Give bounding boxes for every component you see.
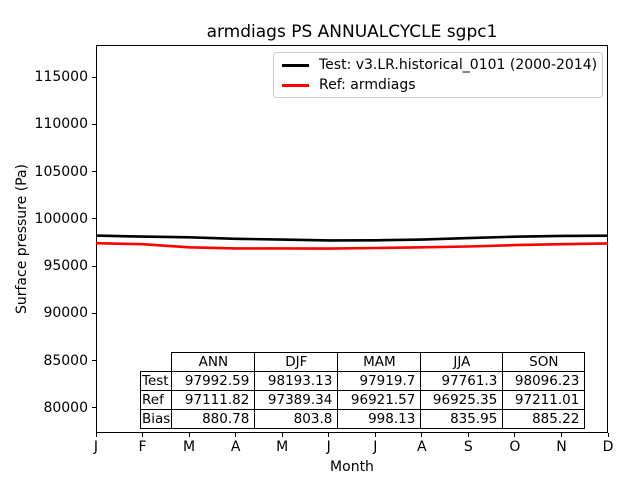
table-cell-value: 97111.82 (171, 390, 256, 410)
test-line-sample (282, 63, 309, 67)
table-cell-value: 998.13 (337, 409, 422, 429)
y-tick-mark (92, 265, 96, 267)
legend-label-test: Test: v3.LR.historical_0101 (2000-2014) (319, 57, 598, 73)
y-tick-mark (92, 123, 96, 125)
y-tick-mark (92, 312, 96, 314)
table-column-header: MAM (337, 352, 422, 372)
table-cell-value: 98193.13 (254, 371, 339, 391)
chart-title: armdiags PS ANNUALCYCLE sgpc1 (206, 22, 498, 42)
x-tick-label: M (183, 439, 196, 455)
legend-item-test: Test: v3.LR.historical_0101 (2000-2014) (282, 55, 598, 75)
table-row-label: Test (139, 371, 173, 391)
x-tick-mark (421, 433, 423, 437)
table-row: Test 97992.59 98193.13 97919.7 97761.3 98096.… (139, 371, 586, 391)
table-corner-empty (141, 353, 172, 372)
table-cell-value: 96921.57 (337, 390, 422, 410)
x-tick-mark (607, 433, 609, 437)
table-cell-value: 880.78 (171, 409, 256, 429)
y-axis-label: Surface pressure (Pa) (14, 163, 30, 315)
y-tick-mark (92, 407, 96, 409)
x-tick-mark (514, 433, 516, 437)
table-row-label: Ref (139, 390, 173, 410)
y-tick-label: 105000 (34, 163, 88, 180)
y-tick-mark (92, 76, 96, 78)
x-tick-label: J (373, 439, 378, 455)
stats-table: ANN DJF MAM JJA SON Test 97992.59 98193.13 97919… (139, 352, 586, 429)
y-tick-mark (92, 218, 96, 220)
y-tick-label: 115000 (34, 69, 88, 86)
x-tick-mark (95, 433, 97, 437)
x-tick-mark (142, 433, 144, 437)
series-line-1 (96, 241, 608, 250)
legend-label-ref: Ref: armdiags (319, 77, 416, 93)
y-tick-label: 80000 (43, 399, 88, 416)
table-row-label: Bias (139, 409, 173, 429)
y-tick-mark (92, 171, 96, 173)
x-tick-mark (328, 433, 330, 437)
y-tick-label: 110000 (34, 116, 88, 133)
x-axis-label: Month (330, 459, 374, 475)
plot-lines (96, 234, 608, 250)
table-cell-value: 803.8 (254, 409, 339, 429)
x-tick-label: J (326, 439, 331, 455)
table-cell-value: 97992.59 (171, 371, 256, 391)
x-tick-mark (235, 433, 237, 437)
y-tick-mark (92, 360, 96, 362)
x-tick-label: N (556, 439, 567, 455)
series-line-0 (96, 234, 608, 242)
y-tick-label: 85000 (43, 352, 88, 369)
y-tick-label: 100000 (34, 210, 88, 227)
table-row: Bias 880.78 803.8 998.13 835.95 885.22 (139, 409, 586, 429)
table-cell-value: 96925.35 (420, 390, 504, 410)
x-tick-mark (188, 433, 190, 437)
x-tick-label: O (509, 439, 521, 455)
table-cell-value: 835.95 (420, 409, 504, 429)
x-tick-mark (374, 433, 376, 437)
x-tick-label: F (138, 439, 147, 455)
stats-table-grid: ANN DJF MAM JJA SON Test 97992.59 98193.13 97919… (139, 352, 586, 429)
x-tick-label: D (602, 439, 614, 455)
table-column-header: DJF (254, 352, 339, 372)
table-column-header: JJA (420, 352, 504, 372)
legend: Test: v3.LR.historical_0101 (2000-2014) … (273, 52, 603, 98)
y-tick-label: 95000 (43, 258, 88, 275)
x-tick-mark (467, 433, 469, 437)
table-column-header: ANN (171, 352, 256, 372)
table-row: Ref 97111.82 97389.34 96921.57 96925.35 97211… (139, 390, 586, 410)
x-tick-label: S (463, 439, 473, 455)
x-tick-label: M (276, 439, 289, 455)
table-cell-value: 98096.23 (502, 371, 586, 391)
table-cell-value: 97389.34 (254, 390, 339, 410)
table-cell-value: 885.22 (502, 409, 586, 429)
table-cell-value: 97761.3 (420, 371, 504, 391)
ref-line-sample (282, 83, 309, 87)
table-column-header: SON (502, 352, 586, 372)
table-cell-value: 97211.01 (502, 390, 586, 410)
x-tick-mark (560, 433, 562, 437)
y-tick-label: 90000 (43, 305, 88, 322)
x-tick-mark (281, 433, 283, 437)
x-tick-label: A (417, 439, 427, 455)
legend-item-ref: Ref: armdiags (282, 75, 594, 95)
x-tick-label: J (93, 439, 99, 455)
x-tick-label: A (230, 439, 241, 455)
table-cell-value: 97919.7 (337, 371, 422, 391)
